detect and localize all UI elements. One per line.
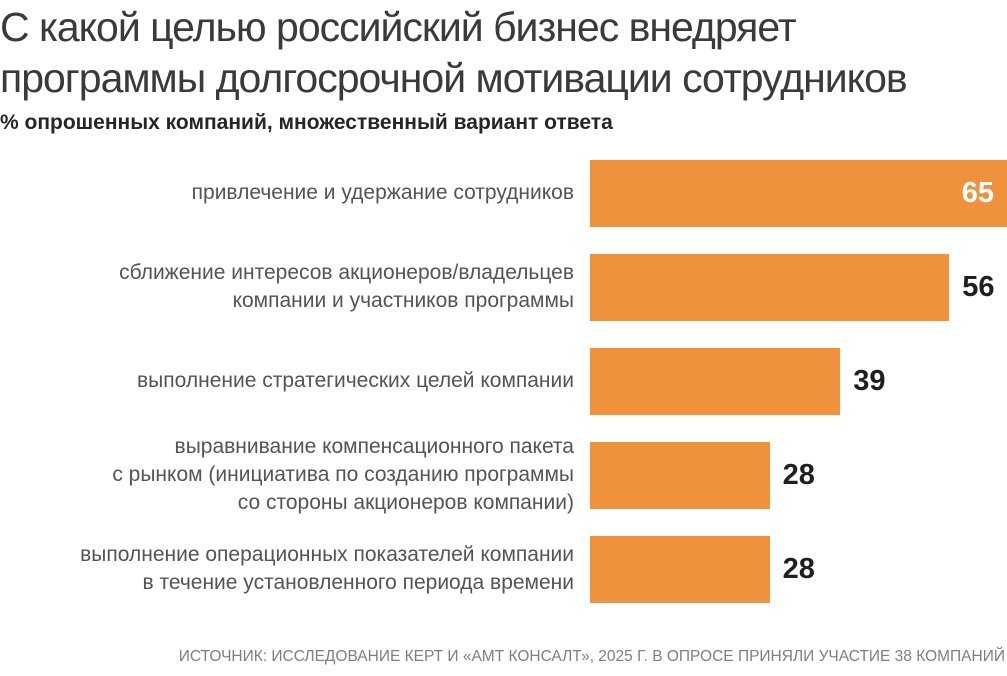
bar [590,347,841,415]
value-label: 28 [782,552,815,585]
chart-row: выполнение операционных показателей комп… [0,535,1007,603]
category-label: выполнение стратегических целей компании [137,369,574,393]
category-label: сближение интересов акционеров/владельце… [119,261,574,313]
chart-subtitle: % опрошенных компаний, множественный вар… [0,110,613,134]
value-label: 39 [853,364,886,397]
bar-track: 39 [590,347,1007,415]
bar-track: 28 [590,535,1007,603]
chart-title: С какой целью российский бизнес внедряет… [0,4,908,101]
value-label: 56 [962,270,995,303]
chart-row: выравнивание компенсационного пакета с р… [0,435,1007,514]
bar [590,441,770,509]
value-label: 65 [961,176,994,209]
chart-row: сближение интересов акционеров/владельце… [0,253,1007,321]
bar-chart: привлечение и удержание сотрудников 65 сбл… [0,159,1007,603]
bar-track: 56 [590,253,1007,321]
bar: 65 [590,159,1007,227]
category-label: привлечение и удержание сотрудников [191,181,574,205]
category-label: выравнивание компенсационного пакета с р… [112,435,574,515]
bar-track: 65 [590,159,1007,227]
chart-row: привлечение и удержание сотрудников 65 [0,159,1007,227]
value-label: 28 [782,458,815,491]
bar [590,535,770,603]
bar-track: 28 [590,441,1007,509]
source-note: ИСТОЧНИК: ИССЛЕДОВАНИЕ КЕРТ И «АМТ КОНСА… [178,648,1005,665]
bar [590,253,950,321]
chart-row: выполнение стратегических целей компании… [0,347,1007,415]
category-label: выполнение операционных показателей комп… [80,543,574,595]
